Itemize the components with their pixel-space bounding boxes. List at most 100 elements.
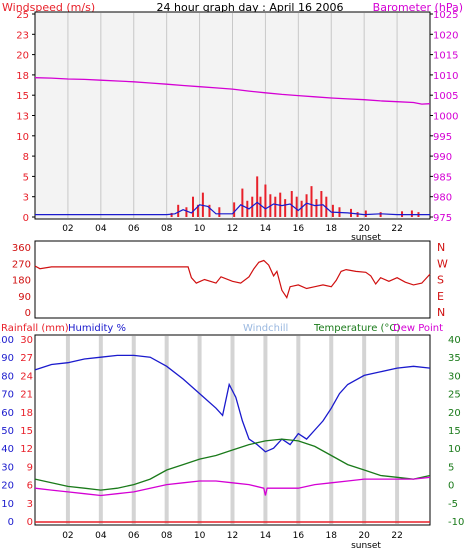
hour-tick-label: 06 bbox=[128, 224, 140, 234]
hour-tick-label: 16 bbox=[293, 224, 305, 234]
humidity-tick-label: 20 bbox=[1, 481, 14, 492]
direction-deg-label: 360 bbox=[12, 243, 31, 254]
dewpoint-line bbox=[34, 476, 431, 497]
hour-tick-label: 08 bbox=[161, 224, 173, 234]
humidity-tick-label: 50 bbox=[1, 426, 14, 437]
temperature-tick-label: 25 bbox=[448, 390, 461, 401]
hour-tick-label: 22 bbox=[391, 531, 402, 541]
temperature-tick-label: 15 bbox=[448, 426, 461, 437]
direction-deg-label: 180 bbox=[12, 276, 31, 287]
hour-tick-label: 18 bbox=[326, 224, 338, 234]
temperature-tick-label: -10 bbox=[448, 517, 464, 528]
wind-gust-bar bbox=[192, 196, 194, 217]
hour-tick-label: 02 bbox=[62, 531, 73, 541]
barometer-tick-label: 980 bbox=[433, 193, 452, 204]
wind-tick-label: 25 bbox=[16, 10, 29, 21]
temperature-tick-label: 5 bbox=[448, 462, 454, 473]
wind-gust-bar bbox=[356, 212, 359, 217]
temperature-tick-label: 0 bbox=[448, 481, 454, 492]
hour-tick-label: 20 bbox=[358, 224, 370, 234]
wind-gust-bar bbox=[170, 212, 173, 217]
rainfall-axis-title: Rainfall (mm) bbox=[1, 323, 69, 334]
rainfall-tick-label: 15 bbox=[20, 426, 33, 437]
rainfall-tick-label: 9 bbox=[27, 462, 33, 473]
wind-gust-bar bbox=[241, 188, 244, 217]
wind-tick-label: 3 bbox=[23, 193, 29, 204]
wind-tick-label: 15 bbox=[16, 91, 29, 102]
wind-gust-bar bbox=[325, 196, 328, 217]
hour-tick-label: 12 bbox=[227, 224, 238, 234]
panel-direction-plot-area bbox=[34, 240, 431, 319]
rainfall-tick-label: 24 bbox=[20, 371, 33, 382]
compass-label: N bbox=[437, 241, 445, 254]
wind-gust-bar bbox=[364, 210, 367, 217]
hour-tick-label: 08 bbox=[161, 531, 173, 541]
wind-gust-bar bbox=[196, 204, 199, 217]
barometer-axis-title: Barometer (hPa) bbox=[373, 1, 463, 14]
barometer-tick-label: 1010 bbox=[433, 71, 458, 82]
wind-tick-label: 8 bbox=[23, 152, 29, 163]
wind-gust-bar bbox=[320, 191, 323, 217]
temperature-tick-label: 30 bbox=[448, 371, 461, 382]
barometer-tick-label: 1005 bbox=[433, 91, 458, 102]
wind-gust-bar bbox=[274, 196, 277, 217]
wind-direction-line bbox=[34, 259, 431, 299]
barometer-tick-label: 985 bbox=[433, 172, 452, 183]
temperature-tick-label: 40 bbox=[448, 335, 461, 346]
rainfall-tick-label: 21 bbox=[20, 390, 33, 401]
barometer-tick-label: 1025 bbox=[433, 10, 458, 21]
compass-label: E bbox=[437, 290, 444, 303]
hour-tick-label: 06 bbox=[128, 531, 140, 541]
windchill-label: Windchill bbox=[243, 323, 288, 334]
temperature-tick-label: 10 bbox=[448, 444, 461, 455]
wind-gust-bar bbox=[201, 192, 204, 217]
wind-gust-bar bbox=[290, 191, 293, 217]
wind-tick-label: 5 bbox=[23, 172, 29, 183]
wind-tick-label: 0 bbox=[23, 213, 29, 224]
humidity-tick-label: 0 bbox=[8, 517, 14, 528]
temperature-tick-label: 35 bbox=[448, 353, 461, 364]
hour-tick-label: 02 bbox=[62, 224, 73, 234]
wind-gust-bar bbox=[233, 202, 236, 217]
rainfall-tick-label: 27 bbox=[20, 353, 33, 364]
humidity-tick-label: 80 bbox=[1, 371, 14, 382]
wind-gust-bar bbox=[256, 176, 259, 217]
wind-gust-bar bbox=[208, 204, 211, 217]
direction-deg-label: 90 bbox=[18, 292, 31, 303]
humidity-tick-label: 10 bbox=[1, 499, 14, 510]
wind-average-line bbox=[35, 201, 430, 216]
temperature-axis-title: Temperature (°C) bbox=[313, 323, 400, 334]
wind-tick-label: 10 bbox=[16, 132, 29, 143]
humidity-tick-label: 70 bbox=[1, 390, 14, 401]
barometer-tick-label: 995 bbox=[433, 132, 452, 143]
windspeed-axis-title: Windspeed (m/s) bbox=[2, 1, 95, 14]
rainfall-tick-label: 6 bbox=[27, 481, 33, 492]
compass-label: S bbox=[437, 274, 444, 287]
wind-gust-bar bbox=[259, 196, 262, 217]
panel-wind-barometer: 0 3 5 8 10 13 15 18 20 23 25 975 980 985 990 995 1000 10… bbox=[16, 10, 458, 243]
wind-gust-bar bbox=[310, 186, 313, 217]
rainfall-tick-label: 30 bbox=[20, 335, 33, 346]
hour-tick-label: 20 bbox=[358, 531, 370, 541]
barometer-tick-label: 1015 bbox=[433, 51, 458, 62]
wind-gust-bar bbox=[305, 194, 308, 217]
rainfall-tick-label: 3 bbox=[27, 499, 33, 510]
rainfall-tick-label: 0 bbox=[27, 517, 33, 528]
temperature-tick-label: -5 bbox=[448, 499, 458, 510]
hour-tick-label: 14 bbox=[260, 224, 272, 234]
rainfall-tick-label: 18 bbox=[20, 408, 33, 419]
barometer-tick-label: 990 bbox=[433, 152, 452, 163]
graph-title: 24 hour graph day : April 16 2006 bbox=[157, 1, 344, 14]
hour-tick-label: 10 bbox=[194, 531, 206, 541]
wind-tick-label: 20 bbox=[16, 51, 29, 62]
humidity-tick-label: 90 bbox=[1, 353, 14, 364]
wind-gust-bar bbox=[264, 184, 267, 217]
hour-tick-label: 12 bbox=[227, 531, 238, 541]
wind-gust-bar bbox=[295, 196, 298, 217]
dewpoint-label: Dew Point bbox=[393, 323, 443, 334]
temperature-line bbox=[34, 438, 431, 491]
humidity-tick-label: 40 bbox=[1, 444, 14, 455]
direction-deg-label: 270 bbox=[12, 259, 31, 270]
hour-tick-label: 22 bbox=[391, 224, 402, 234]
